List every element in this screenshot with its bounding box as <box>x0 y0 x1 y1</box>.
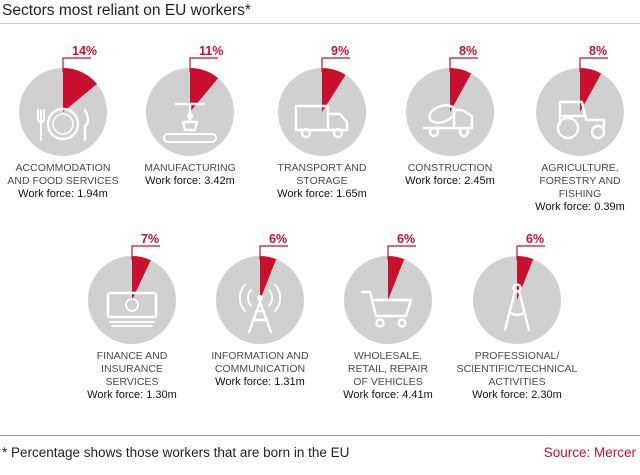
workforce-label-tractor: Work force: 0.39m <box>535 201 625 213</box>
sector-name-line: TRANSPORT AND <box>277 162 367 174</box>
workforce-label-compass: Work force: 2.30m <box>472 389 562 401</box>
leader-line-compass <box>516 245 545 260</box>
footnote: * Percentage shows those workers that ar… <box>2 445 350 460</box>
sector-name-shopping-cart: WHOLESALE, RETAIL, REPAIR OF VEHICLES <box>313 350 463 389</box>
sector-name-line: SCIENTIFIC/TECHNICAL <box>456 363 578 375</box>
radio-tower-icon <box>238 284 282 334</box>
workforce-label-robot-arm: Work force: 3.42m <box>145 175 235 187</box>
sector-name-radio-tower: INFORMATION AND COMMUNICATION <box>185 350 335 376</box>
sector-name-line: COMMUNICATION <box>214 363 306 375</box>
sector-name-compass: PROFESSIONAL/SCIENTIFIC/TECHNICAL ACTIVIT… <box>442 350 592 389</box>
robot-arm-icon <box>163 102 217 143</box>
sector-name-robot-arm: MANUFACTURING <box>115 162 265 175</box>
sector-name-line: FORESTRY AND <box>539 175 621 187</box>
sector-name-line: INSURANCE <box>101 363 163 375</box>
leader-line-shopping-cart <box>387 245 416 260</box>
sector-name-line: SERVICES <box>105 376 159 388</box>
pie-slice-cement-mixer <box>450 68 472 112</box>
sector-name-cement-mixer: CONSTRUCTION <box>375 162 525 175</box>
pie-slice-radio-tower <box>260 256 277 300</box>
sector-name-line: CONSTRUCTION <box>407 162 493 174</box>
sector-name-line: MANUFACTURING <box>144 162 236 174</box>
pie-slice-tractor <box>580 68 602 112</box>
tractor-icon <box>556 100 606 140</box>
sector-name-line: OF VEHICLES <box>353 376 423 388</box>
workforce-label-plate-cutlery: Work force: 1.94m <box>18 188 108 200</box>
pie-slice-truck <box>322 68 346 112</box>
sector-name-tractor: AGRICULTURE, FORESTRY AND FISHING <box>505 162 640 201</box>
sector-name-line: ACTIVITIES <box>488 376 546 388</box>
sector-name-line: WHOLESALE, <box>353 350 423 362</box>
sector-pie-charts: 14% 11% 9% 8% 8% 7% 6% 6% 6% <box>19 44 624 344</box>
percent-label-truck: 9% <box>331 44 349 58</box>
leader-line-tractor <box>579 57 608 72</box>
pie-slice-plate-cutlery <box>63 68 97 112</box>
percent-label-shopping-cart: 6% <box>397 232 415 246</box>
leader-line-truck <box>321 57 350 72</box>
pie-slice-shopping-cart <box>388 256 405 300</box>
leader-line-radio-tower <box>259 245 288 260</box>
sector-name-plate-cutlery: ACCOMMODATION AND FOOD SERVICES <box>0 162 138 188</box>
chart-title: Sectors most reliant on EU workers* <box>0 0 640 24</box>
percent-label-compass: 6% <box>526 232 544 246</box>
sector-name-line: AGRICULTURE, <box>541 162 619 174</box>
leader-line-banknote <box>131 245 160 260</box>
percent-label-tractor: 8% <box>589 44 607 58</box>
sector-name-line: AND FOOD SERVICES <box>7 175 119 187</box>
sector-name-line: PROFESSIONAL/ <box>474 350 560 362</box>
footer: * Percentage shows those workers that ar… <box>0 435 640 475</box>
percent-label-robot-arm: 11% <box>199 44 223 58</box>
compass-icon <box>503 283 531 332</box>
shopping-cart-icon <box>360 290 413 328</box>
pie-slice-robot-arm <box>190 68 219 112</box>
cement-mixer-icon <box>422 104 474 138</box>
workforce-label-banknote: Work force: 1.30m <box>87 389 177 401</box>
sector-name-line: RETAIL, REPAIR <box>347 363 429 375</box>
workforce-label-shopping-cart: Work force: 4.41m <box>343 389 433 401</box>
leader-line-cement-mixer <box>449 57 478 72</box>
percent-label-plate-cutlery: 14% <box>72 44 97 58</box>
plate-cutlery-icon <box>37 107 90 142</box>
source-credit: Source: Mercer <box>543 445 636 460</box>
sector-name-line: FINANCE AND <box>96 350 168 362</box>
sector-name-line: ACCOMMODATION <box>15 162 111 174</box>
sector-name-line: STORAGE <box>296 175 348 187</box>
truck-icon <box>294 104 349 139</box>
sector-name-truck: TRANSPORT AND STORAGE <box>247 162 397 188</box>
workforce-label-radio-tower: Work force: 1.31m <box>215 376 305 388</box>
workforce-label-truck: Work force: 1.65m <box>277 188 367 200</box>
sector-name-line: FISHING <box>558 188 602 200</box>
percent-label-banknote: 7% <box>141 232 159 246</box>
sector-name-line: INFORMATION AND <box>211 350 309 362</box>
percent-label-radio-tower: 6% <box>269 232 287 246</box>
leader-line-plate-cutlery <box>62 57 91 72</box>
percent-label-cement-mixer: 8% <box>459 44 477 58</box>
sector-name-banknote: FINANCE AND INSURANCE SERVICES <box>57 350 207 389</box>
banknote-icon <box>106 291 158 327</box>
workforce-label-cement-mixer: Work force: 2.45m <box>405 175 495 187</box>
pie-slice-banknote <box>132 256 151 300</box>
leader-line-robot-arm <box>189 57 218 72</box>
